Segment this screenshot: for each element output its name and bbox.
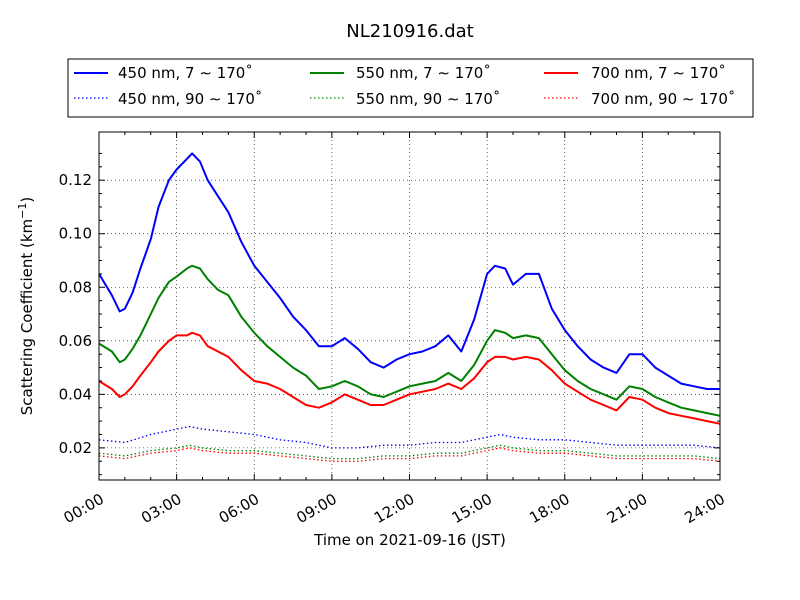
series-line-5 bbox=[98, 447, 721, 462]
y-axis-title-suffix: ) bbox=[18, 197, 36, 203]
legend-label-550-solid: 550 nm, 7 ∼ 170˚ bbox=[356, 64, 491, 82]
x-tick-label: 15:00 bbox=[449, 490, 495, 527]
x-tick-label: 21:00 bbox=[604, 490, 650, 527]
series-line-3 bbox=[98, 444, 721, 460]
y-axis-title: Scattering Coefficient (km−1) bbox=[16, 197, 36, 416]
x-axis-title: Time on 2021-09-16 (JST) bbox=[313, 531, 506, 549]
legend-label-550-dotted: 550 nm, 90 ∼ 170˚ bbox=[356, 90, 500, 108]
series-line-0 bbox=[98, 152, 720, 390]
series-line-2 bbox=[98, 264, 721, 417]
legend-label-450-dotted: 450 nm, 90 ∼ 170˚ bbox=[118, 90, 262, 108]
y-axis-title-exponent: −1 bbox=[16, 203, 29, 219]
x-tick-label: 03:00 bbox=[138, 490, 184, 527]
y-tick-label: 0.08 bbox=[59, 278, 92, 296]
x-tick-label: 18:00 bbox=[526, 490, 572, 527]
x-tick-label: 24:00 bbox=[682, 490, 728, 527]
x-tick-label: 06:00 bbox=[216, 490, 262, 527]
legend-frame bbox=[67, 58, 754, 118]
series-line-4 bbox=[98, 331, 721, 425]
series-line-1 bbox=[98, 425, 721, 449]
plot-frame bbox=[98, 131, 721, 481]
grid bbox=[99, 132, 720, 480]
y-tick-label: 0.10 bbox=[59, 225, 92, 243]
y-tick-label: 0.02 bbox=[59, 439, 92, 457]
x-tick-label: 12:00 bbox=[371, 490, 417, 527]
y-tick-label: 0.12 bbox=[59, 171, 92, 189]
y-tick-label: 0.04 bbox=[59, 385, 92, 403]
x-tick-label: 09:00 bbox=[293, 490, 339, 527]
legend-label-700-dotted: 700 nm, 90 ∼ 170˚ bbox=[591, 90, 735, 108]
series-layer bbox=[98, 152, 721, 462]
tick-labels: 00:00 03:00 06:00 09:00 12:00 15:00 18:00 21:00… bbox=[59, 171, 728, 527]
legend: 450 nm, 7 ∼ 170˚ 450 nm, 90 ∼ 170˚ 550 n… bbox=[67, 58, 754, 118]
legend-label-450-solid: 450 nm, 7 ∼ 170˚ bbox=[118, 64, 253, 82]
y-axis-title-prefix: Scattering Coefficient (km bbox=[18, 219, 36, 415]
y-tick-label: 0.06 bbox=[59, 332, 92, 350]
chart-title: NL210916.dat bbox=[346, 21, 473, 42]
legend-label-700-solid: 700 nm, 7 ∼ 170˚ bbox=[591, 64, 726, 82]
x-tick-label: 00:00 bbox=[61, 490, 107, 527]
